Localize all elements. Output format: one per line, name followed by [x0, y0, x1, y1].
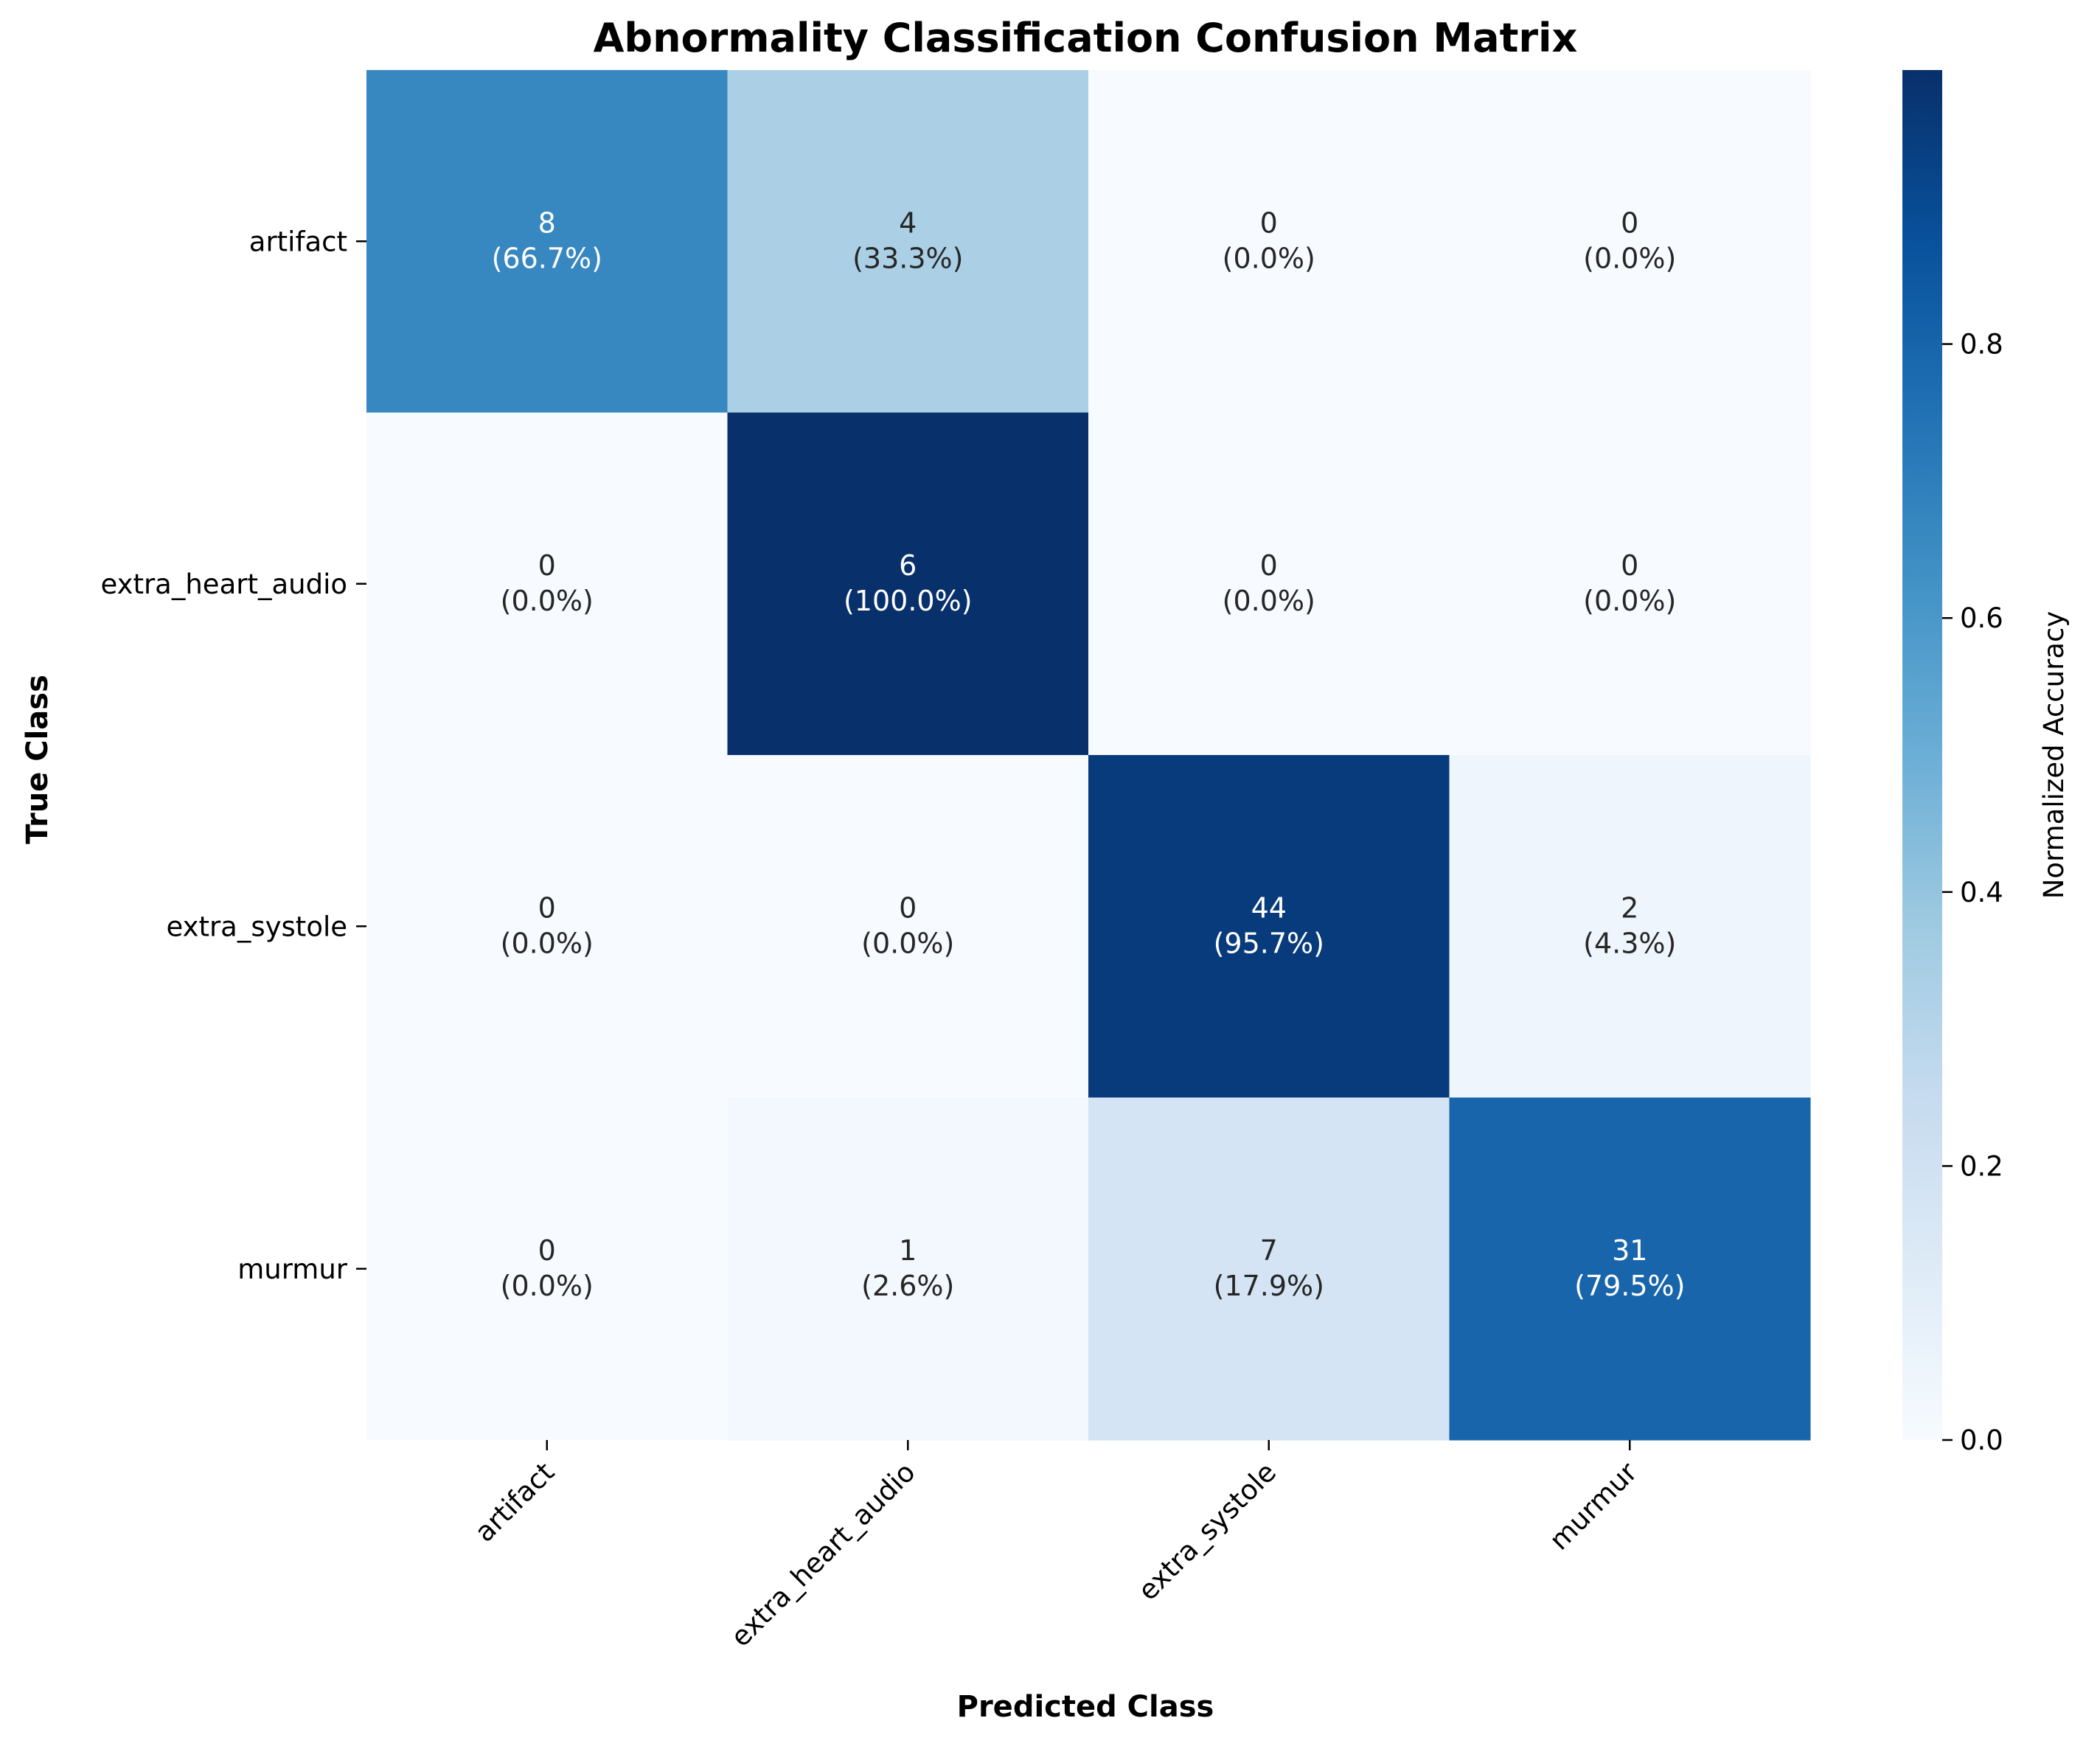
- cell-percent-label: (0.0%): [501, 585, 594, 617]
- cell-percent-label: (17.9%): [1214, 1270, 1324, 1302]
- cell-percent-label: (2.6%): [861, 1270, 954, 1302]
- cell-percent-label: (100.0%): [844, 585, 973, 617]
- colorbar-gradient: [1902, 70, 1942, 1440]
- cell-percent-label: (66.7%): [492, 242, 602, 274]
- heatmap-cell-3-3: [1449, 1097, 1811, 1441]
- cell-count-label: 44: [1251, 891, 1287, 924]
- cell-count-label: 4: [899, 206, 917, 239]
- cell-count-label: 0: [1621, 549, 1638, 582]
- y-tick-labels: artifact extra_heart_audio extra_systolemu…: [100, 226, 366, 1285]
- x-tick-label: extra_heart_audio: [725, 1456, 922, 1653]
- x-axis-label: Predicted Class: [957, 1690, 1214, 1724]
- cell-percent-label: (0.0%): [1583, 242, 1676, 274]
- colorbar: 0.0 0.2 0.4 0.6 0.8 Normalized Accuracy: [1902, 70, 2070, 1456]
- heatmap-cell-1-2: [1088, 412, 1450, 756]
- colorbar-tick-label: 0.0: [1960, 1425, 2003, 1456]
- cell-count-label: 31: [1612, 1234, 1647, 1267]
- cell-count-label: 6: [899, 549, 917, 582]
- cell-percent-label: (79.5%): [1574, 1270, 1685, 1302]
- y-tick-label: extra_heart_audio: [100, 568, 347, 600]
- cell-percent-label: (0.0%): [861, 927, 954, 959]
- heatmap-cell-1-1: [727, 412, 1089, 756]
- heatmap-cell-1-0: [366, 412, 728, 756]
- cell-count-label: 0: [1260, 206, 1278, 239]
- colorbar-tick-label: 0.8: [1960, 329, 2003, 361]
- cell-count-label: 1: [899, 1234, 917, 1267]
- cell-percent-label: (0.0%): [1583, 585, 1676, 617]
- heatmap-cell-0-2: [1088, 70, 1450, 413]
- heatmap-cell-0-0: [366, 70, 728, 413]
- cell-count-label: 7: [1260, 1234, 1278, 1267]
- heatmap-cell-0-3: [1449, 70, 1811, 413]
- cell-count-label: 0: [899, 891, 917, 924]
- cell-count-label: 0: [1260, 549, 1278, 582]
- cell-percent-label: (33.3%): [852, 242, 963, 274]
- y-tick-label: murmur: [237, 1253, 348, 1285]
- cell-percent-label: (0.0%): [501, 927, 594, 959]
- heatmap-cells: 8(66.7%)4(33.3%)0(0.0%)0(0.0%)0(0.0%)6(1…: [366, 70, 1811, 1441]
- x-tick-label: artifact: [468, 1456, 560, 1548]
- colorbar-tick-label: 0.6: [1960, 602, 2003, 634]
- cell-percent-label: (0.0%): [501, 1270, 594, 1302]
- cell-count-label: 2: [1621, 891, 1638, 924]
- cell-count-label: 8: [538, 206, 556, 239]
- cell-percent-label: (4.3%): [1583, 927, 1676, 959]
- colorbar-tick-label: 0.4: [1960, 877, 2003, 908]
- cell-count-label: 0: [538, 549, 556, 582]
- x-tick-labels: artifact extra_heart_audio extra_systole mu…: [468, 1440, 1644, 1653]
- cell-count-label: 0: [538, 1234, 556, 1267]
- colorbar-label: Normalized Accuracy: [2038, 611, 2070, 900]
- heatmap-cell-3-2: [1088, 1097, 1450, 1441]
- heatmap-cell-2-3: [1449, 755, 1811, 1098]
- colorbar-ticks: 0.0 0.2 0.4 0.6 0.8: [1942, 329, 2003, 1456]
- cell-percent-label: (0.0%): [1223, 242, 1315, 274]
- x-tick-label: murmur: [1543, 1455, 1644, 1556]
- cell-count-label: 0: [1621, 206, 1638, 239]
- x-tick-label: extra_systole: [1132, 1456, 1282, 1607]
- cell-percent-label: (0.0%): [1223, 585, 1315, 617]
- heatmap-cell-3-1: [727, 1097, 1089, 1441]
- cell-percent-label: (95.7%): [1214, 927, 1324, 959]
- heatmap-cell-3-0: [366, 1097, 728, 1441]
- heatmap-cell-2-1: [727, 755, 1089, 1098]
- y-tick-label: artifact: [249, 226, 347, 257]
- heatmap-cell-2-2: [1088, 755, 1450, 1098]
- cell-count-label: 0: [538, 891, 556, 924]
- heatmap-cell-0-1: [727, 70, 1089, 413]
- heatmap-cell-1-3: [1449, 412, 1811, 756]
- y-tick-label: extra_systole: [166, 911, 347, 942]
- y-axis-label: True Class: [21, 675, 55, 844]
- colorbar-tick-label: 0.2: [1960, 1150, 2003, 1182]
- heatmap-cell-2-0: [366, 755, 728, 1098]
- chart-title: Abnormality Classification Confusion Mat…: [594, 15, 1578, 61]
